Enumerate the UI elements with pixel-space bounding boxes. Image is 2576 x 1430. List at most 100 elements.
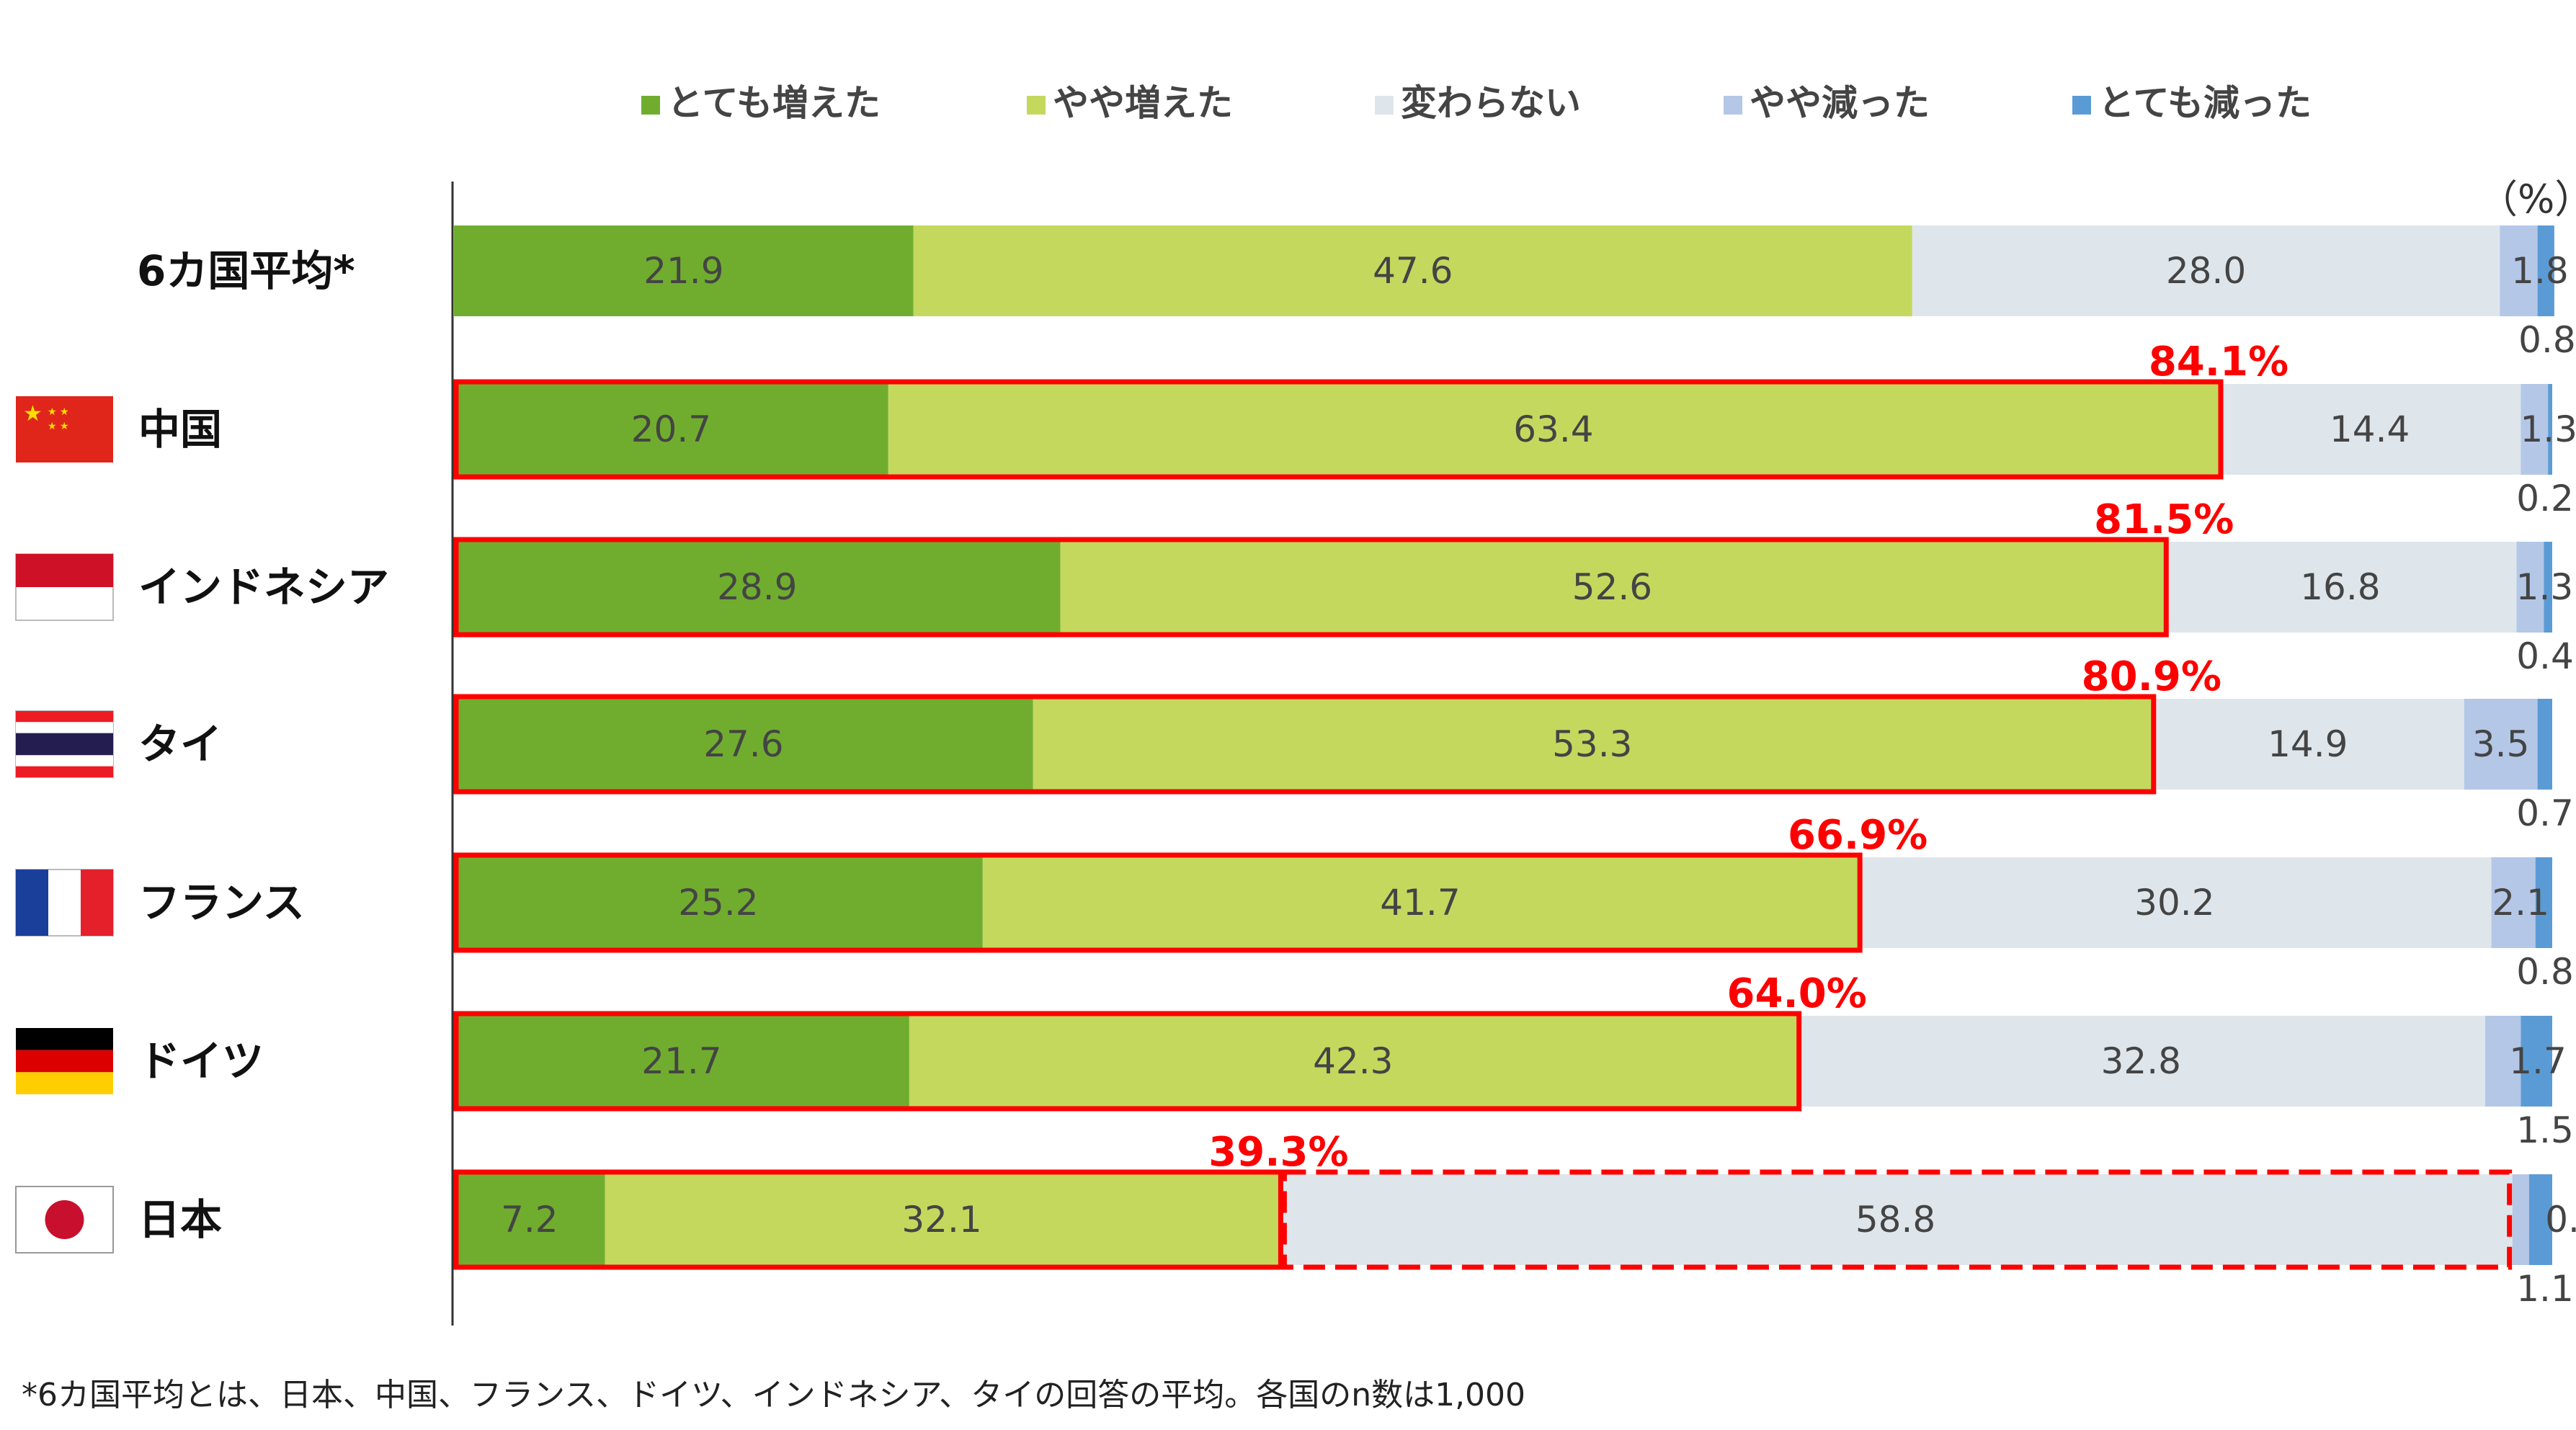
flag-star: ★: [23, 401, 43, 426]
bar-segment: [2528, 1174, 2552, 1265]
bar-segment: [1858, 857, 2492, 948]
category-label: ドイツ: [138, 1037, 264, 1086]
bar-segment: [1060, 542, 2165, 633]
legend-label: 変わらない: [1401, 82, 1581, 124]
legend-swatch: [641, 96, 660, 115]
bar-segment: [454, 1174, 605, 1265]
data-label: 0.8: [2516, 951, 2574, 993]
data-label: 0.4: [2516, 635, 2574, 677]
bar-segment: [2521, 384, 2549, 475]
data-label: 1.3: [2516, 566, 2574, 608]
flag-stripe: [16, 722, 113, 733]
highlight-total-label: 64.0%: [1727, 970, 1867, 1017]
legend-label: やや減った: [1750, 82, 1930, 124]
data-label: 28.0: [2166, 250, 2246, 292]
data-label: 30.2: [2134, 882, 2214, 924]
data-label: 1.8: [2511, 250, 2569, 292]
highlight-box: [453, 379, 2224, 480]
highlight-total-label: 81.5%: [2094, 496, 2234, 543]
bar-segment: [1796, 1016, 2485, 1107]
legend-swatch: [1027, 96, 1046, 115]
flag-germany-icon: [16, 1028, 113, 1050]
bar-segment: [454, 384, 888, 475]
highlight-total-label: 84.1%: [2149, 339, 2288, 385]
flag-stripe: [16, 554, 113, 587]
bar-segment: [454, 225, 914, 316]
data-label: 21.9: [643, 250, 723, 292]
flag-stripe: [16, 870, 48, 936]
bar-segment: [2544, 542, 2552, 633]
category-label: 日本: [138, 1195, 222, 1244]
flag-stripe: [16, 755, 113, 767]
data-label: 63.4: [1513, 408, 1593, 450]
category-label: フランス: [138, 878, 305, 927]
data-label: 7.2: [501, 1199, 558, 1241]
bar-segment: [2537, 699, 2552, 790]
data-label: 14.9: [2268, 723, 2348, 765]
data-label: 32.1: [901, 1199, 981, 1241]
highlight-box: [453, 694, 2157, 795]
data-label: 25.2: [678, 882, 758, 924]
data-label: 21.7: [641, 1040, 721, 1082]
flag-sun: [45, 1200, 84, 1239]
data-label: 1.7: [2509, 1040, 2567, 1082]
flag-star: ★ ★: [48, 421, 69, 432]
category-label: タイ: [138, 720, 222, 769]
data-label: 0.8: [2518, 319, 2576, 361]
flag-stripe: [16, 1050, 113, 1073]
highlight-box: [453, 852, 1863, 953]
data-label: 58.8: [1855, 1199, 1935, 1241]
bar-segment: [454, 542, 1061, 633]
data-label: 3.5: [2472, 723, 2530, 765]
bar-segment: [2516, 542, 2544, 633]
flag-stripe: [16, 1072, 113, 1094]
legend-label: とても減った: [2098, 82, 2312, 124]
legend-label: とても増えた: [667, 82, 881, 124]
bar-segment: [2548, 384, 2552, 475]
flag-stripe: [81, 870, 113, 936]
bar-segment: [888, 384, 2219, 475]
data-label: 27.6: [703, 723, 783, 765]
category-label: インドネシア: [138, 563, 389, 612]
flag-stripe: [16, 711, 113, 723]
data-label: 28.9: [717, 566, 797, 608]
dashed-highlight-box: [1281, 1169, 2513, 1270]
data-label: 16.8: [2300, 566, 2380, 608]
data-label: 42.3: [1313, 1040, 1393, 1082]
bar-segment: [2537, 225, 2554, 316]
bar-segment: [2535, 857, 2552, 948]
bar-segment: [454, 1016, 909, 1107]
bar-segment: [2521, 1016, 2552, 1107]
highlight-box: [453, 1169, 1283, 1270]
bar-segment: [2218, 384, 2521, 475]
category-label: 中国: [138, 405, 222, 454]
flag-china-icon: [16, 396, 113, 462]
flag-stripe: [16, 733, 113, 756]
data-label: 14.4: [2330, 408, 2410, 450]
bar-segment: [1033, 699, 2152, 790]
legend-swatch: [1724, 96, 1742, 115]
footnote: *6カ国平均とは、日本、中国、フランス、ドイツ、インドネシア、タイの回答の平均。…: [22, 1377, 1526, 1413]
data-label: 41.7: [1380, 882, 1460, 924]
bar-segment: [2512, 1174, 2529, 1265]
bar-segment: [454, 699, 1033, 790]
data-label: 1.5: [2516, 1109, 2574, 1151]
flag-stripe: [16, 766, 113, 777]
bar-segment: [2484, 1016, 2521, 1107]
data-label: 52.6: [1572, 566, 1652, 608]
bar-segment: [2500, 225, 2538, 316]
data-label: 0.8: [2545, 1199, 2576, 1241]
data-label: 1.3: [2520, 408, 2576, 450]
data-label: 53.3: [1552, 723, 1632, 765]
highlight-total-label: 80.9%: [2082, 653, 2221, 700]
data-label: 0.7: [2516, 792, 2574, 834]
bar-segment: [2164, 542, 2517, 633]
data-label: 32.8: [2101, 1040, 2181, 1082]
legend-swatch: [1375, 96, 1394, 115]
bar-segment: [909, 1016, 1797, 1107]
bar-segment: [605, 1174, 1279, 1265]
bar-segment: [1912, 225, 2500, 316]
highlight-box: [453, 1011, 1802, 1112]
bar-segment: [982, 857, 1858, 948]
